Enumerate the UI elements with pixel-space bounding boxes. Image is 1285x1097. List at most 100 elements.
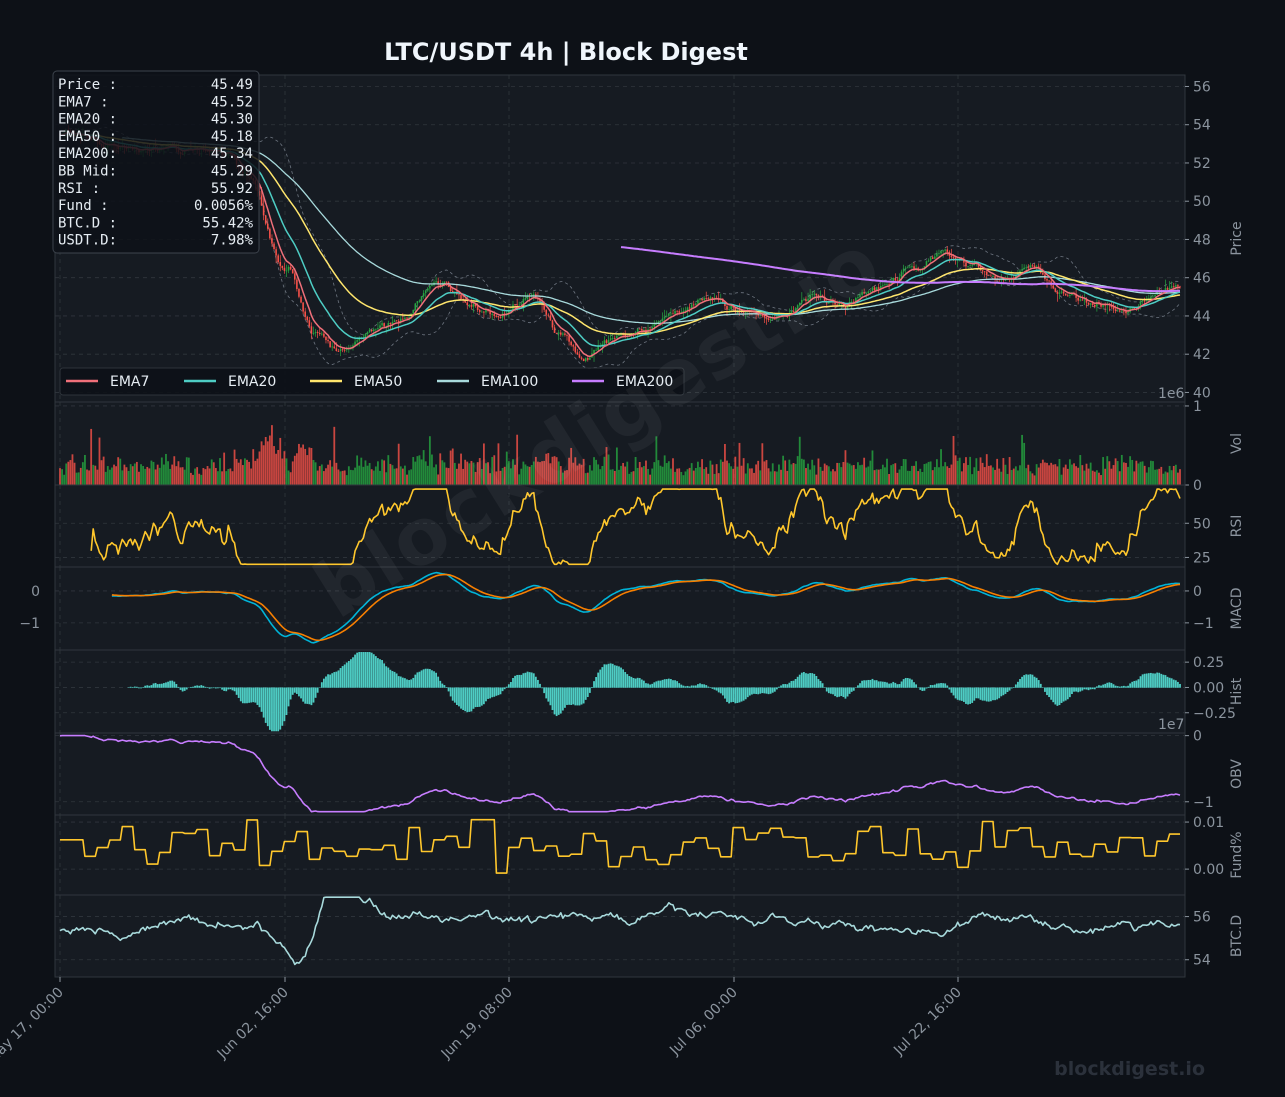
info-value: 45.49 bbox=[211, 77, 253, 93]
candle-body bbox=[468, 305, 471, 306]
candle-body bbox=[888, 284, 890, 285]
volume-bar bbox=[300, 447, 302, 485]
volume-bar bbox=[871, 450, 874, 485]
candle-body bbox=[269, 228, 271, 239]
volume-bar bbox=[92, 464, 95, 485]
hist-bar bbox=[416, 672, 419, 688]
hist-bar bbox=[948, 687, 951, 690]
hist-bar bbox=[190, 686, 192, 688]
candle-body bbox=[354, 341, 356, 346]
volume-bar bbox=[576, 465, 579, 485]
volume-bar bbox=[142, 466, 145, 485]
volume-bar bbox=[1008, 457, 1011, 485]
hist-bar bbox=[1098, 685, 1100, 688]
volume-bar bbox=[374, 466, 377, 485]
candle-body bbox=[1125, 311, 1127, 314]
volume-bar bbox=[310, 447, 313, 485]
hist-bar bbox=[449, 687, 452, 697]
candle-body bbox=[663, 316, 666, 319]
hist-bar bbox=[422, 669, 425, 688]
hist-bar bbox=[788, 682, 791, 688]
volume-bar bbox=[981, 462, 984, 485]
hist-bar bbox=[832, 687, 834, 695]
candle-body bbox=[1042, 272, 1044, 275]
volume-bar bbox=[466, 461, 469, 485]
candle-body bbox=[543, 304, 545, 310]
candle-body bbox=[306, 316, 309, 321]
hist-bar bbox=[495, 687, 498, 696]
candle-body bbox=[981, 270, 984, 272]
candle-body bbox=[732, 305, 735, 308]
volume-bar bbox=[593, 457, 595, 485]
hist-bar bbox=[624, 672, 627, 688]
volume-bar bbox=[537, 461, 539, 485]
candle-body bbox=[990, 275, 992, 277]
volume-bar bbox=[634, 456, 637, 485]
volume-bar bbox=[464, 459, 467, 485]
hist-bar bbox=[1143, 673, 1146, 688]
volume-bar bbox=[832, 469, 834, 485]
candle-body bbox=[439, 284, 442, 286]
volume-bar bbox=[445, 467, 448, 485]
volume-bar bbox=[485, 463, 487, 485]
volume-bar bbox=[763, 461, 766, 485]
hist-bar bbox=[364, 652, 367, 688]
volume-bar bbox=[938, 467, 940, 485]
hist-bar bbox=[597, 672, 600, 688]
volume-bar bbox=[414, 461, 417, 485]
hist-bar bbox=[381, 660, 383, 688]
volume-bar bbox=[1085, 463, 1088, 485]
candle-body bbox=[356, 340, 358, 342]
candle-body bbox=[852, 301, 855, 303]
volume-bar bbox=[318, 466, 321, 485]
candle-body bbox=[763, 315, 766, 318]
candle-body bbox=[1166, 288, 1169, 290]
candle-body bbox=[846, 303, 849, 310]
hist-bar bbox=[314, 687, 317, 698]
hist-bar bbox=[231, 687, 234, 691]
volume-bar bbox=[320, 464, 323, 485]
volume-bar bbox=[196, 467, 199, 485]
volume-bar bbox=[890, 465, 893, 485]
volume-bar bbox=[458, 463, 460, 485]
panel-frame bbox=[54, 484, 1186, 568]
volume-bar bbox=[636, 467, 639, 485]
hist-bar bbox=[881, 681, 884, 688]
volume-bar bbox=[663, 455, 666, 485]
volume-bar bbox=[102, 456, 105, 485]
volume-bar bbox=[819, 466, 822, 485]
hist-bar bbox=[884, 681, 886, 688]
hist-bar bbox=[863, 680, 866, 688]
hist-bar bbox=[638, 678, 641, 688]
hist-bar bbox=[613, 665, 616, 688]
volume-bar bbox=[431, 454, 433, 485]
volume-bar bbox=[331, 466, 334, 485]
hist-bar bbox=[584, 687, 587, 700]
volume-bar bbox=[1122, 462, 1125, 485]
hist-bar bbox=[977, 687, 980, 699]
volume-bar bbox=[944, 462, 947, 485]
volume-bar bbox=[618, 469, 620, 485]
volume-bar bbox=[246, 459, 248, 485]
volume-bar bbox=[1077, 467, 1080, 485]
hist-bar bbox=[576, 687, 579, 706]
volume-bar bbox=[697, 461, 699, 485]
volume-bar bbox=[892, 464, 895, 485]
candle-body bbox=[1004, 280, 1007, 281]
hist-bar bbox=[254, 687, 257, 703]
hist-bar bbox=[992, 687, 994, 701]
hist-bar bbox=[370, 652, 373, 688]
hist-bar bbox=[811, 673, 814, 688]
candle-body bbox=[287, 266, 290, 271]
candle-body bbox=[614, 337, 616, 339]
volume-bar bbox=[237, 462, 240, 485]
panel-rsi: 25 50 RSI bbox=[54, 484, 1245, 568]
volume-bar bbox=[1106, 456, 1109, 485]
volume-bar bbox=[915, 461, 918, 485]
volume-bar bbox=[335, 462, 338, 485]
candle-body bbox=[934, 256, 936, 259]
candle-body bbox=[836, 304, 838, 306]
candle-body bbox=[638, 328, 641, 330]
hist-bar bbox=[834, 687, 836, 697]
candle-body bbox=[485, 310, 487, 313]
